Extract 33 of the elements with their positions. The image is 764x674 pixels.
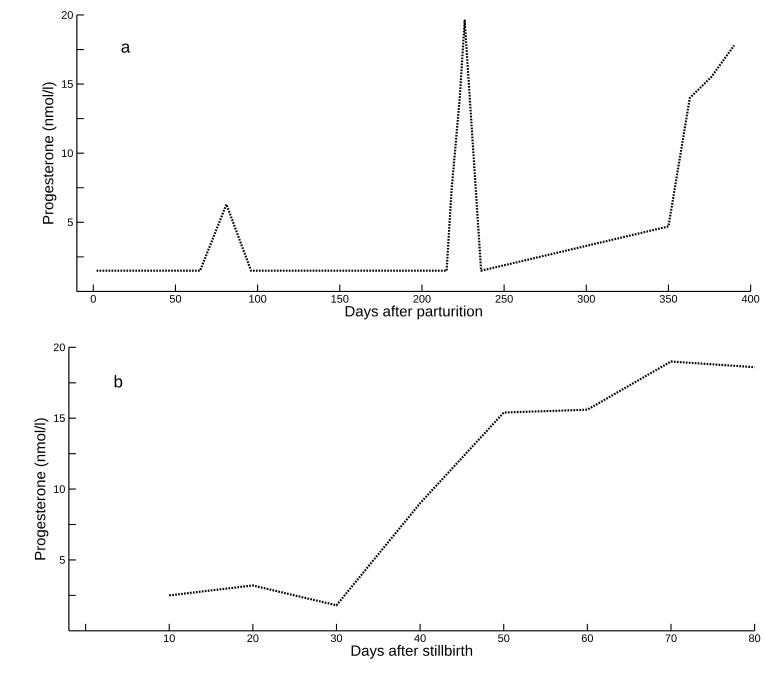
- x-axis-title: Days after parturition: [346, 306, 482, 320]
- y-axis-title: Progesterone (nmol/l): [34, 418, 48, 560]
- x-tick-label: 30: [330, 634, 342, 642]
- x-tick-label: 60: [582, 634, 593, 642]
- y-tick-label: 10: [54, 485, 65, 494]
- y-tick-label: 10: [62, 149, 73, 158]
- y-tick-label: 5: [68, 218, 73, 226]
- y-tick-label: 15: [54, 414, 65, 422]
- x-tick-label: 250: [496, 295, 513, 303]
- x-tick-label: 350: [660, 295, 678, 303]
- x-tick-label: 150: [331, 295, 348, 303]
- x-tick-label: 400: [742, 295, 760, 303]
- annotation: a: [122, 44, 130, 53]
- x-tick-label: 50: [170, 295, 182, 303]
- line-series: [168, 360, 756, 607]
- x-tick-label: 300: [578, 295, 595, 303]
- x-tick-label: 100: [249, 295, 266, 303]
- x-tick-label: 0: [90, 295, 96, 303]
- y-axis-title: Progesterone (nmol/l): [42, 82, 56, 224]
- x-tick-label: 40: [414, 634, 426, 642]
- y-tick-label: 5: [60, 556, 65, 564]
- x-tick-label: 70: [665, 634, 677, 642]
- y-tick-label: 20: [62, 11, 73, 19]
- y-tick-label: 15: [62, 80, 73, 88]
- x-tick-label: 200: [413, 295, 431, 303]
- x-tick-label: 50: [498, 634, 510, 642]
- x-tick-label: 10: [164, 634, 175, 642]
- x-axis-title: Days after stillbirth: [352, 645, 472, 659]
- x-tick-label: 20: [247, 634, 258, 642]
- x-tick-label: 80: [748, 634, 760, 642]
- y-tick-label: 20: [54, 344, 65, 352]
- annotation: b: [114, 375, 122, 388]
- line-series: [95, 20, 736, 272]
